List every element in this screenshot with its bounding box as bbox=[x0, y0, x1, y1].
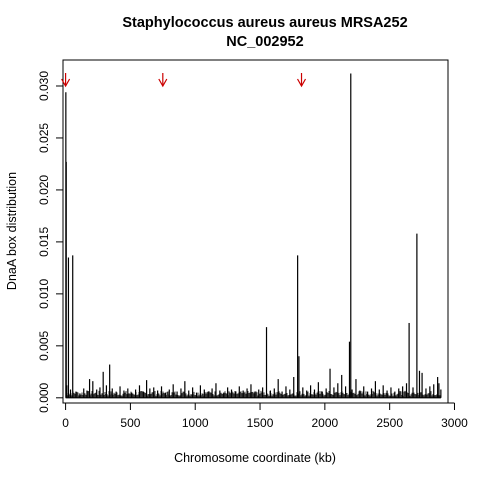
arrow-marker bbox=[158, 73, 168, 88]
x-tick-label: 1500 bbox=[247, 416, 274, 430]
y-axis: 0.000 0.005 0.010 0.015 0.020 0.025 0.030 bbox=[37, 71, 64, 413]
x-tick-label: 500 bbox=[120, 416, 140, 430]
arrow-marker-layer bbox=[61, 73, 307, 88]
y-axis-label: DnaA box distribution bbox=[5, 172, 19, 290]
y-tick-label: 0.005 bbox=[37, 330, 51, 360]
bars-layer bbox=[65, 73, 442, 398]
x-axis-label: Chromosome coordinate (kb) bbox=[174, 451, 336, 465]
x-tick-label: 2000 bbox=[312, 416, 339, 430]
baseline-noise-layer bbox=[65, 390, 441, 399]
plot-area-frame bbox=[62, 59, 449, 404]
x-tick-label: 0 bbox=[62, 416, 69, 430]
y-tick-label: 0.025 bbox=[37, 123, 51, 153]
arrow-marker bbox=[61, 73, 71, 88]
x-axis: 0 500 1000 1500 2000 2500 3000 bbox=[62, 402, 468, 430]
y-tick-label: 0.030 bbox=[37, 71, 51, 101]
x-tick-label: 2500 bbox=[376, 416, 403, 430]
arrow-marker bbox=[296, 73, 307, 88]
y-tick-label: 0.010 bbox=[37, 279, 51, 309]
chart-title-line-2: NC_002952 bbox=[226, 34, 303, 50]
x-tick-label: 3000 bbox=[441, 416, 468, 430]
y-tick-label: 0.000 bbox=[37, 382, 51, 412]
y-tick-label: 0.015 bbox=[37, 227, 51, 257]
chart-title-line-1: Staphylococcus aureus aureus MRSA252 bbox=[122, 15, 407, 31]
y-tick-label: 0.020 bbox=[37, 175, 51, 205]
x-tick-label: 1000 bbox=[182, 416, 209, 430]
